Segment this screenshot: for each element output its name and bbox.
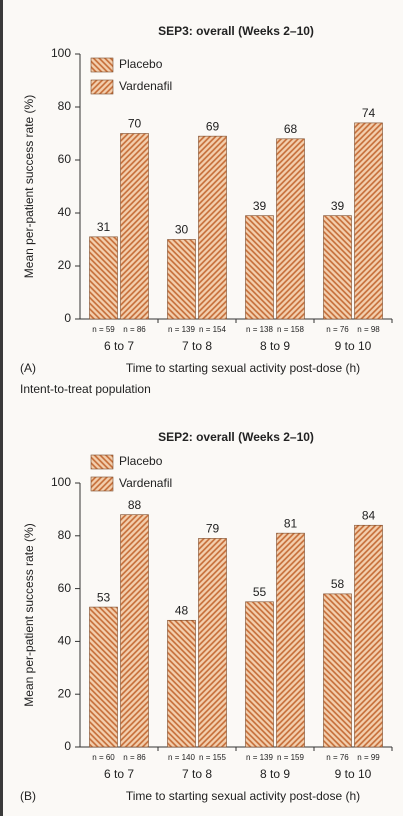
- chart-title: SEP3: overall (Weeks 2–10): [158, 24, 314, 38]
- bar: [120, 514, 149, 748]
- panel-label: (B): [20, 789, 36, 803]
- x-tick-label: 8 to 9: [260, 767, 290, 781]
- y-tick-label: 80: [58, 99, 72, 113]
- bar: [167, 619, 196, 748]
- y-axis-label: Mean per-patient success rate (%): [22, 95, 36, 278]
- y-tick-label: 0: [64, 311, 71, 325]
- n-label: n = 86: [123, 753, 146, 762]
- data-label: 84: [362, 508, 376, 522]
- n-label: n = 140: [168, 753, 195, 762]
- n-label: n = 139: [168, 325, 195, 334]
- x-axis-label: Time to starting sexual activity post-do…: [126, 361, 360, 375]
- data-label: 74: [362, 106, 376, 120]
- data-label: 70: [128, 117, 142, 131]
- x-tick-label: 9 to 10: [335, 339, 372, 353]
- n-label: n = 76: [326, 325, 349, 334]
- y-tick-label: 100: [51, 475, 71, 489]
- n-label: n = 99: [357, 753, 380, 762]
- bar: [89, 606, 118, 748]
- bar: [89, 236, 118, 320]
- x-axis-label: Time to starting sexual activity post-do…: [126, 789, 360, 803]
- data-label: 55: [253, 585, 267, 599]
- legend-label: Vardenafil: [119, 79, 172, 93]
- data-label: 39: [253, 199, 267, 213]
- bar: [245, 601, 274, 748]
- legend-swatch: [90, 57, 114, 73]
- n-label: n = 138: [246, 325, 273, 334]
- data-label: 39: [331, 199, 345, 213]
- n-label: n = 60: [92, 753, 115, 762]
- data-label: 88: [128, 498, 142, 512]
- data-label: 30: [175, 223, 189, 237]
- y-tick-label: 40: [58, 634, 72, 648]
- x-tick-label: 6 to 7: [104, 339, 134, 353]
- bar: [120, 133, 149, 320]
- data-label: 58: [331, 577, 345, 591]
- y-tick-label: 20: [58, 686, 72, 700]
- data-label: 69: [206, 119, 220, 133]
- data-label: 81: [284, 516, 298, 530]
- data-label: 79: [206, 522, 220, 536]
- bar: [198, 135, 227, 320]
- bar: [198, 538, 227, 748]
- n-label: n = 59: [92, 325, 115, 334]
- legend-label: Placebo: [119, 57, 163, 71]
- n-label: n = 76: [326, 753, 349, 762]
- panel-label: (A): [20, 361, 36, 375]
- bar: [323, 593, 352, 748]
- x-tick-label: 9 to 10: [335, 767, 372, 781]
- bar: [276, 532, 305, 748]
- note: Intent-to-treat population: [20, 382, 151, 396]
- bar: [354, 122, 383, 320]
- legend-label: Placebo: [119, 454, 163, 468]
- x-tick-label: 7 to 8: [182, 339, 212, 353]
- n-label: n = 158: [277, 325, 304, 334]
- n-label: n = 86: [123, 325, 146, 334]
- data-label: 68: [284, 122, 298, 136]
- data-label: 53: [97, 590, 111, 604]
- n-label: n = 154: [199, 325, 226, 334]
- n-label: n = 139: [246, 753, 273, 762]
- data-label: 31: [97, 220, 111, 234]
- legend-swatch: [90, 79, 114, 95]
- n-label: n = 155: [199, 753, 226, 762]
- y-tick-label: 80: [58, 528, 72, 542]
- bar: [354, 524, 383, 748]
- y-tick-label: 60: [58, 581, 72, 595]
- y-tick-label: 0: [64, 739, 71, 753]
- x-tick-label: 8 to 9: [260, 339, 290, 353]
- chart-title: SEP2: overall (Weeks 2–10): [158, 430, 314, 444]
- legend-swatch: [90, 454, 114, 470]
- n-label: n = 159: [277, 753, 304, 762]
- bar: [245, 215, 274, 320]
- x-tick-label: 7 to 8: [182, 767, 212, 781]
- y-tick-label: 100: [51, 46, 71, 60]
- data-label: 48: [175, 603, 189, 617]
- bar: [323, 215, 352, 320]
- edge: [0, 0, 3, 816]
- bar: [276, 138, 305, 320]
- y-axis-label: Mean per-patient success rate (%): [22, 523, 36, 706]
- x-tick-label: 6 to 7: [104, 767, 134, 781]
- n-label: n = 98: [357, 325, 380, 334]
- y-tick-label: 40: [58, 205, 72, 219]
- legend-swatch: [90, 476, 114, 492]
- bar: [167, 239, 196, 320]
- y-tick-label: 20: [58, 258, 72, 272]
- y-tick-label: 60: [58, 152, 72, 166]
- legend-label: Vardenafil: [119, 476, 172, 490]
